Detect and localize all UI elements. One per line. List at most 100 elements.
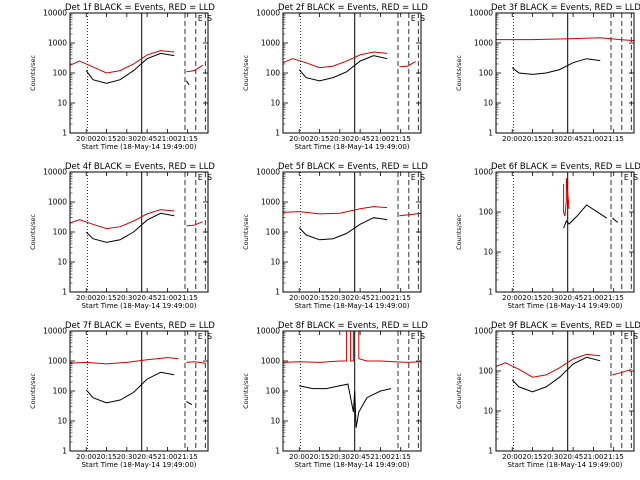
marker-label: S bbox=[207, 332, 212, 341]
series-line-lld bbox=[563, 178, 570, 217]
marker-label: E bbox=[624, 332, 629, 341]
y-tick-label: 1 bbox=[62, 288, 67, 297]
x-tick-label: 20:15 bbox=[522, 135, 542, 143]
y-tick-label: 10 bbox=[57, 417, 67, 426]
series-line-lld bbox=[69, 357, 179, 365]
y-tick-label: 1 bbox=[275, 129, 280, 138]
series-line-events bbox=[85, 212, 175, 243]
y-tick-label: 1 bbox=[488, 288, 493, 297]
x-tick-label: 21:15 bbox=[178, 135, 198, 143]
x-tick-label: 20:00 bbox=[76, 135, 96, 143]
x-tick-label: 20:00 bbox=[76, 453, 96, 461]
x-tick-label: 20:45 bbox=[350, 294, 370, 302]
x-tick-label: 21:00 bbox=[370, 135, 390, 143]
series-line-lld bbox=[282, 51, 388, 69]
marker-label: S bbox=[633, 332, 638, 341]
panel-8: Det 8f BLACK = Events, RED = LLD Counts/s… bbox=[242, 321, 428, 469]
y-tick-label: 1000 bbox=[48, 198, 67, 207]
x-tick-label: 20:15 bbox=[96, 135, 116, 143]
y-tick-label: 100 bbox=[266, 228, 281, 237]
marker-label: E bbox=[198, 14, 203, 23]
panel-title: Det 4f BLACK = Events, RED = LLD bbox=[65, 162, 215, 172]
series-line-lld bbox=[496, 37, 635, 42]
x-tick-label: 21:00 bbox=[370, 453, 390, 461]
y-tick-label: 1000 bbox=[261, 357, 280, 366]
panel-title: Det 5f BLACK = Events, RED = LLD bbox=[278, 162, 428, 172]
x-tick-label: 20:30 bbox=[330, 135, 350, 143]
x-axis-label: Start Time (18-May-14 19:49:00) bbox=[507, 461, 622, 469]
series-line-events bbox=[298, 217, 388, 241]
x-tick-label: 21:00 bbox=[157, 294, 177, 302]
y-axis-label: Counts/sec bbox=[29, 373, 37, 409]
x-tick-label: 21:00 bbox=[157, 135, 177, 143]
x-tick-label: 20:15 bbox=[309, 135, 329, 143]
panel-title: Det 3f BLACK = Events, RED = LLD bbox=[491, 3, 640, 13]
panel-2: Det 2f BLACK = Events, RED = LLD Counts/s… bbox=[242, 3, 428, 151]
x-tick-label: 21:15 bbox=[391, 294, 411, 302]
plot-frame bbox=[282, 171, 422, 293]
y-tick-label: 10 bbox=[483, 99, 493, 108]
y-tick-label: 100 bbox=[53, 69, 68, 78]
series-line-events bbox=[612, 217, 619, 223]
x-axis-label: Start Time (18-May-14 19:49:00) bbox=[294, 302, 409, 310]
y-tick-label: 1 bbox=[275, 447, 280, 456]
x-tick-label: 20:30 bbox=[543, 294, 563, 302]
series-line-events bbox=[298, 55, 388, 82]
y-tick-label: 100 bbox=[266, 69, 281, 78]
series-line-events bbox=[511, 356, 601, 393]
y-tick-label: 10000 bbox=[43, 168, 67, 177]
x-axis-label: Start Time (18-May-14 19:49:00) bbox=[81, 143, 196, 151]
y-tick-label: 10 bbox=[270, 417, 280, 426]
y-tick-label: 100 bbox=[479, 367, 494, 376]
marker-label: S bbox=[633, 173, 638, 182]
series-line-events bbox=[85, 371, 175, 404]
series-line-events bbox=[511, 58, 601, 75]
y-tick-label: 10000 bbox=[256, 168, 280, 177]
panel-title: Det 2f BLACK = Events, RED = LLD bbox=[278, 3, 428, 13]
y-tick-label: 100 bbox=[479, 69, 494, 78]
x-tick-label: 21:00 bbox=[583, 294, 603, 302]
panel-4: Det 4f BLACK = Events, RED = LLD Counts/s… bbox=[29, 162, 215, 310]
x-tick-label: 20:00 bbox=[502, 294, 522, 302]
panel-title: Det 6f BLACK = Events, RED = LLD bbox=[491, 162, 640, 172]
series-line-lld bbox=[69, 209, 175, 230]
x-tick-label: 21:15 bbox=[604, 453, 624, 461]
y-tick-label: 1000 bbox=[48, 357, 67, 366]
x-tick-label: 21:00 bbox=[583, 453, 603, 461]
y-tick-label: 100 bbox=[53, 387, 68, 396]
panel-9: Det 9f BLACK = Events, RED = LLD Counts/s… bbox=[455, 321, 640, 469]
x-tick-label: 20:30 bbox=[543, 453, 563, 461]
panel-5: Det 5f BLACK = Events, RED = LLD Counts/s… bbox=[242, 162, 428, 310]
x-tick-label: 20:30 bbox=[117, 294, 137, 302]
panel-1: Det 1f BLACK = Events, RED = LLD Counts/s… bbox=[29, 3, 215, 151]
series-line-events bbox=[85, 52, 175, 84]
x-tick-label: 20:45 bbox=[137, 294, 157, 302]
x-tick-label: 20:00 bbox=[502, 453, 522, 461]
y-tick-label: 10000 bbox=[43, 327, 67, 336]
x-tick-label: 20:45 bbox=[137, 135, 157, 143]
x-tick-label: 21:15 bbox=[391, 135, 411, 143]
panel-title: Det 9f BLACK = Events, RED = LLD bbox=[491, 321, 640, 331]
series-line-lld bbox=[399, 61, 416, 68]
y-axis-label: Counts/sec bbox=[29, 214, 37, 250]
y-axis-label: Counts/sec bbox=[242, 55, 250, 91]
y-tick-label: 1000 bbox=[474, 168, 493, 177]
y-tick-label: 1000 bbox=[261, 39, 280, 48]
panel-title: Det 1f BLACK = Events, RED = LLD bbox=[65, 3, 215, 13]
x-tick-label: 20:30 bbox=[117, 453, 137, 461]
series-line-lld bbox=[282, 206, 388, 215]
marker-label: E bbox=[411, 332, 416, 341]
x-tick-label: 20:00 bbox=[76, 294, 96, 302]
y-tick-label: 1000 bbox=[48, 39, 67, 48]
marker-label: E bbox=[624, 173, 629, 182]
marker-label: E bbox=[411, 173, 416, 182]
marker-label: S bbox=[420, 173, 425, 182]
plot-frame bbox=[495, 330, 635, 452]
x-tick-label: 20:30 bbox=[543, 135, 563, 143]
marker-label: E bbox=[411, 14, 416, 23]
y-tick-label: 10 bbox=[270, 99, 280, 108]
y-tick-label: 10000 bbox=[469, 9, 493, 18]
y-tick-label: 1000 bbox=[261, 198, 280, 207]
plot-frame bbox=[69, 330, 209, 452]
